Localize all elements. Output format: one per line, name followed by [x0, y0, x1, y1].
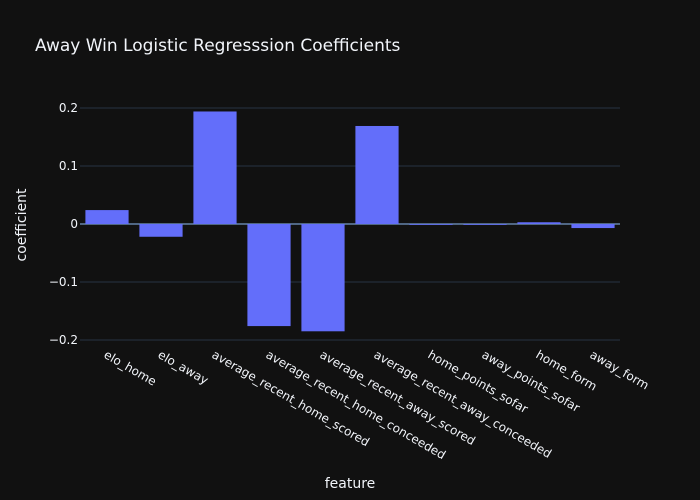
- bar-average-recent-home-scored: [193, 111, 237, 224]
- bar-elo-home: [85, 210, 129, 224]
- bar-average-recent-away-scored: [301, 224, 345, 332]
- bar-elo-away: [139, 224, 183, 237]
- bar-home-form: [517, 222, 561, 224]
- y-axis-title: coefficient: [14, 188, 30, 261]
- y-tick-label: 0.1: [59, 159, 78, 173]
- x-axis-title: feature: [325, 476, 376, 492]
- y-tick-label: 0.2: [59, 101, 78, 115]
- y-tick-label: −0.2: [49, 333, 78, 347]
- bar-layer: [85, 111, 615, 332]
- bar-average-recent-away-conceeded: [355, 125, 399, 224]
- y-tick-label: 0: [70, 217, 78, 231]
- bar-away-points-sofar: [463, 224, 507, 225]
- chart-title: Away Win Logistic Regresssion Coefficien…: [35, 36, 401, 56]
- y-tick-layer: −0.2 −0.1 0 0.1 0.2: [49, 101, 78, 347]
- bar-home-points-sofar: [409, 224, 453, 225]
- y-tick-label: −0.1: [49, 275, 78, 289]
- bar-away-form: [571, 224, 615, 229]
- bar-average-recent-home-conceeded: [247, 224, 291, 327]
